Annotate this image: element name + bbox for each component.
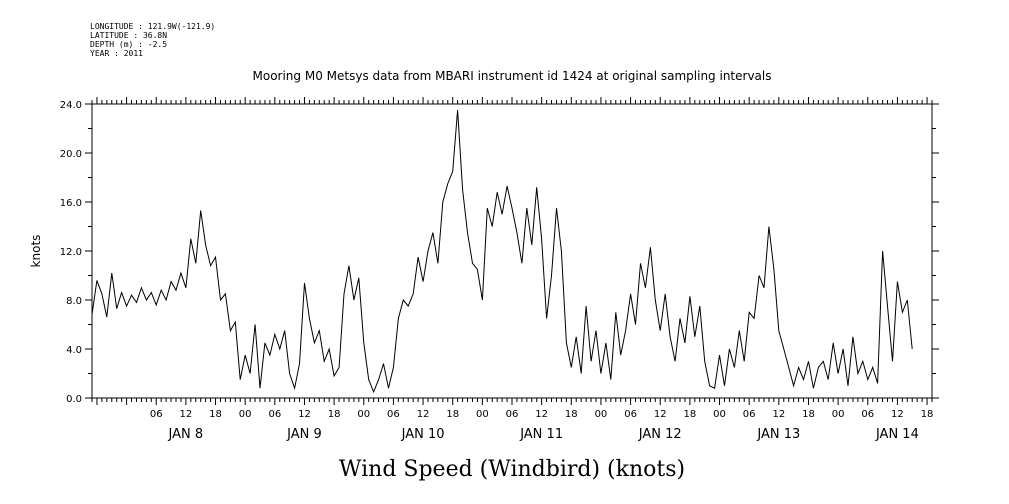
chart-axes — [91, 103, 933, 399]
x-day-label: JAN 13 — [756, 427, 800, 442]
x-tick-label: 18 — [446, 409, 459, 420]
chart-title: Mooring M0 Metsys data from MBARI instru… — [253, 69, 772, 83]
y-tick-label: 20.0 — [60, 149, 82, 160]
y-tick-label: 24.0 — [60, 100, 82, 111]
x-day-label: JAN 12 — [638, 427, 682, 442]
x-day-label: JAN 11 — [519, 427, 563, 442]
x-day-label: JAN 8 — [168, 427, 204, 442]
y-tick-label: 16.0 — [60, 198, 82, 209]
x-tick-label: 06 — [624, 409, 637, 420]
plot-frame — [91, 103, 933, 399]
x-tick-label: 00 — [595, 409, 608, 420]
y-tick-label: 8.0 — [66, 296, 82, 307]
x-tick-label: 18 — [684, 409, 697, 420]
y-axis-label: knots — [29, 235, 43, 268]
x-day-label: JAN 9 — [286, 427, 322, 442]
x-tick-label: 18 — [565, 409, 578, 420]
x-tick-label: 12 — [654, 409, 667, 420]
x-tick-label: 12 — [535, 409, 548, 420]
x-tick-label: 12 — [772, 409, 785, 420]
longitude-text: LONGITUDE : 121.9W(-121.9) — [90, 22, 216, 31]
latitude-text: LATITUDE : 36.8N — [90, 31, 168, 40]
x-tick-label: 06 — [387, 409, 400, 420]
x-tick-label: 06 — [743, 409, 756, 420]
y-tick-label: 0.0 — [66, 394, 82, 405]
x-tick-label: 18 — [209, 409, 222, 420]
x-tick-label: 18 — [328, 409, 341, 420]
x-tick-label: 00 — [476, 409, 489, 420]
series-line-wind-speed — [91, 110, 913, 394]
x-tick-label: 18 — [802, 409, 815, 420]
x-tick-label: 12 — [180, 409, 193, 420]
x-axis-label: Wind Speed (Windbird) (knots) — [339, 457, 685, 482]
x-day-label: JAN 14 — [875, 427, 919, 442]
x-tick-label: 12 — [417, 409, 430, 420]
x-tick-label: 06 — [268, 409, 281, 420]
x-axis-ticks: 06 12 18 00 06 12 18 00 06 12 18 00 06 12 18 00 06 12 18 00… — [91, 97, 934, 442]
x-tick-label: 12 — [891, 409, 904, 420]
x-tick-label: 06 — [506, 409, 519, 420]
x-tick-label: 00 — [357, 409, 370, 420]
x-tick-label: 18 — [921, 409, 934, 420]
x-tick-label: 12 — [298, 409, 311, 420]
x-tick-label: 00 — [832, 409, 845, 420]
x-tick-label: 06 — [150, 409, 163, 420]
y-tick-label: 4.0 — [66, 345, 82, 356]
x-day-label: JAN 10 — [401, 427, 445, 442]
station-metadata: LONGITUDE : 121.9W(-121.9) LATITUDE : 36… — [90, 22, 215, 58]
depth-text: DEPTH (m) : -2.5 — [90, 40, 168, 49]
year-text: YEAR : 2011 — [90, 49, 143, 58]
x-tick-label: 06 — [861, 409, 874, 420]
y-tick-label: 12.0 — [60, 247, 82, 258]
x-tick-label: 00 — [713, 409, 726, 420]
y-axis-ticks: 0.0 4.0 8.0 12.0 16.0 20.0 24.0 — [60, 100, 939, 405]
x-tick-label: 00 — [239, 409, 252, 420]
